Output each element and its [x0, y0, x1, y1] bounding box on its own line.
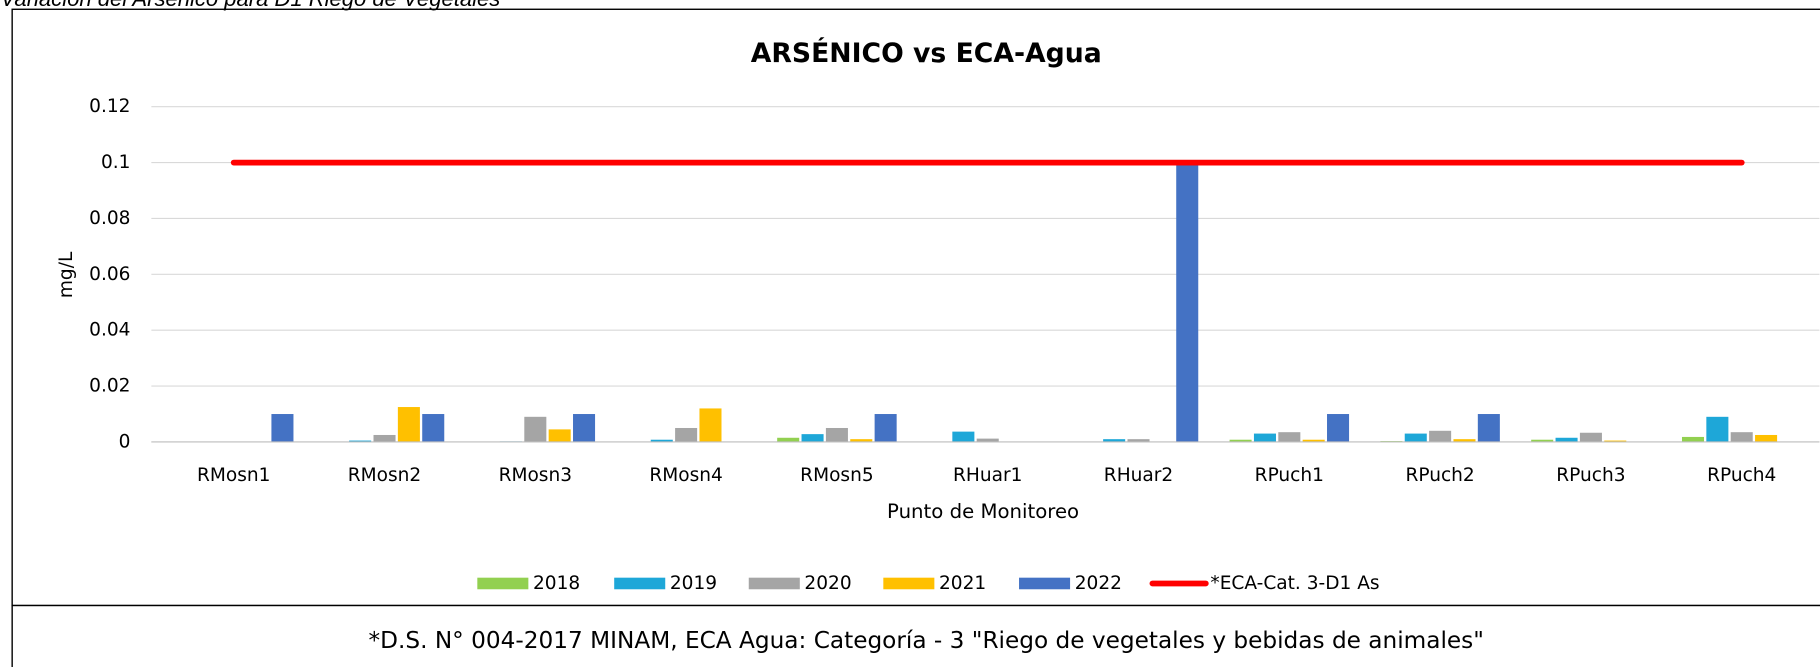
bar: [1278, 432, 1301, 442]
legend-label: 2018: [533, 573, 580, 594]
bar: [825, 427, 848, 442]
legend-label: 2022: [1075, 573, 1122, 594]
bar: [271, 414, 294, 442]
legend-swatch: [614, 577, 666, 590]
caption: Variación del Arsénico para D1 Riego de …: [1, 0, 501, 11]
x-tick-label: RMosn4: [649, 465, 722, 486]
bar: [1327, 414, 1350, 442]
x-tick-label: RMosn2: [348, 465, 421, 486]
bar: [1555, 437, 1578, 442]
legend-label: 2021: [939, 573, 986, 594]
y-tick-label: 0.08: [89, 208, 130, 229]
bar: [699, 408, 722, 442]
bar: [1730, 432, 1753, 442]
bar: [675, 427, 698, 442]
bar: [349, 440, 372, 442]
y-tick-label: 0.02: [89, 376, 130, 397]
bar: [874, 414, 897, 442]
bar: [1176, 162, 1199, 442]
bar: [1706, 416, 1729, 442]
x-tick-label: RPuch4: [1707, 465, 1776, 486]
bar: [650, 439, 673, 442]
legend-label: *ECA-Cat. 3-D1 As: [1210, 573, 1379, 594]
bar: [1477, 414, 1500, 442]
bar: [524, 416, 547, 442]
bar: [1531, 439, 1554, 442]
y-tick-label: 0.12: [89, 96, 130, 117]
x-tick-label: RPuch3: [1556, 465, 1625, 486]
x-axis-label: Punto de Monitoreo: [887, 500, 1079, 523]
y-tick-label: 0.06: [89, 264, 130, 285]
legend-label: 2019: [670, 573, 717, 594]
bar: [548, 429, 571, 442]
bar: [850, 439, 873, 442]
legend-swatch: [748, 577, 800, 590]
chart-frame: [11, 8, 1820, 607]
legend-swatch: [883, 577, 935, 590]
bar: [1253, 433, 1276, 442]
footnote-frame: [11, 604, 1820, 672]
chart-title: ARSÉNICO vs ECA-Agua: [751, 37, 1102, 69]
bar: [1579, 432, 1602, 442]
legend-swatch: [477, 577, 529, 590]
x-tick-label: RHuar2: [1104, 465, 1173, 486]
bar: [1127, 439, 1150, 442]
legend-swatch: [1019, 577, 1071, 590]
bar: [777, 437, 800, 442]
footnote: *D.S. N° 004-2017 MINAM, ECA Agua: Categ…: [369, 627, 1484, 654]
bar: [1681, 436, 1705, 442]
legend-label: 2020: [804, 573, 851, 594]
bar: [397, 407, 420, 442]
bar: [373, 434, 396, 442]
bar: [1604, 440, 1627, 442]
x-tick-label: RMosn3: [499, 465, 572, 486]
y-tick-label: 0: [119, 431, 131, 452]
bar: [1404, 433, 1427, 442]
bar: [1229, 439, 1252, 442]
bar: [801, 434, 824, 442]
x-tick-label: RPuch1: [1255, 465, 1324, 486]
bar: [422, 414, 445, 442]
bar: [1453, 439, 1476, 442]
x-tick-label: RMosn5: [800, 465, 873, 486]
y-axis-label: mg/L: [56, 251, 77, 298]
y-tick-label: 0.04: [89, 320, 130, 341]
x-tick-label: RMosn1: [197, 465, 270, 486]
bar: [1755, 434, 1778, 442]
x-tick-label: RPuch2: [1405, 465, 1474, 486]
bar: [976, 438, 999, 442]
y-tick-label: 0.1: [101, 152, 131, 173]
bar: [1429, 430, 1452, 442]
bar: [573, 414, 596, 442]
bar: [1103, 439, 1126, 442]
bar: [952, 431, 975, 442]
x-tick-label: RHuar1: [953, 465, 1022, 486]
bar: [1302, 439, 1325, 442]
